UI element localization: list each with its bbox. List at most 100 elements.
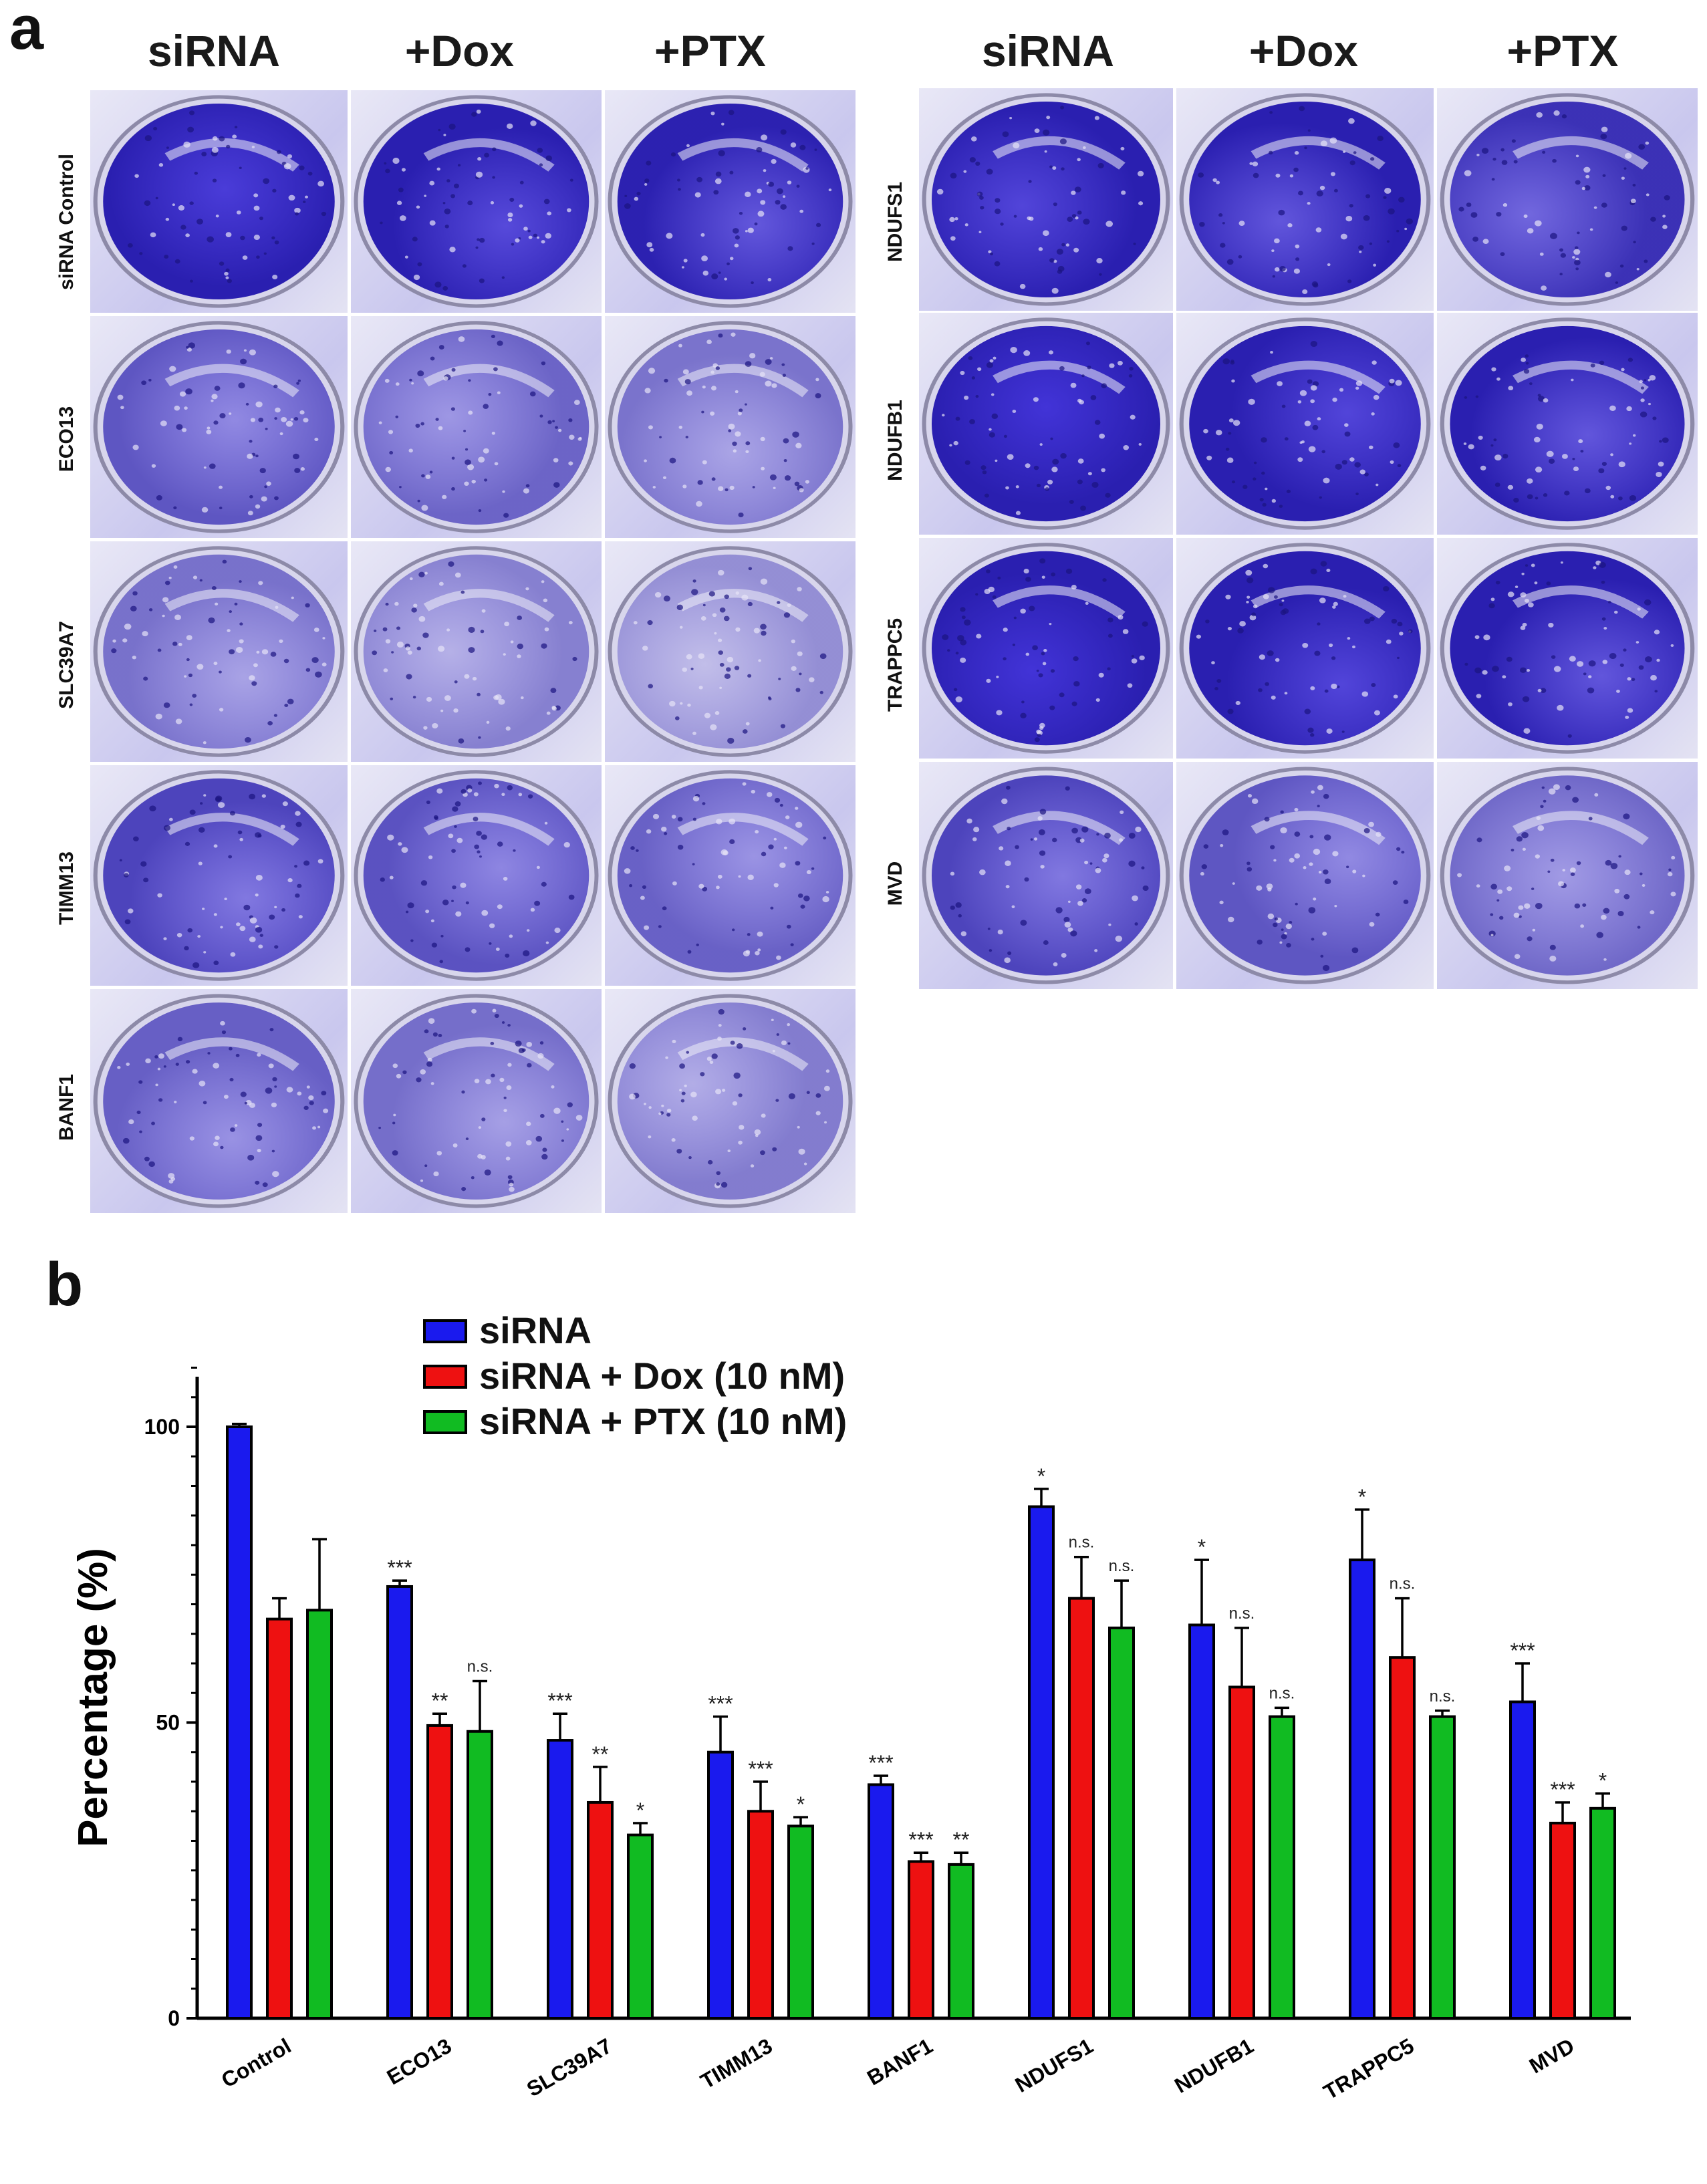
well-image [351,765,602,986]
well-image [1176,88,1434,311]
well-image [919,88,1173,311]
significance-label: *** [708,1692,733,1716]
well-image [605,541,856,762]
left-col-header-ptx: +PTX [654,26,766,76]
y-tick-label: 50 [156,1711,180,1735]
x-tick-label: Control [217,2034,295,2092]
x-tick-label: BANF1 [863,2034,936,2090]
significance-label: *** [547,1689,572,1713]
legend-entry: siRNA + PTX (10 nM) [479,1400,847,1442]
well-image [1176,313,1434,535]
significance-label: * [797,1792,805,1816]
row-label-eco13: ECO13 [55,406,78,472]
bar [587,1800,614,2020]
bar [1269,1715,1295,2020]
bar [1068,1597,1095,2020]
x-tick-label: MVD [1525,2034,1579,2078]
significance-label: *** [1550,1778,1575,1802]
y-axis-label: Percentage (%) [70,1548,116,1847]
well-image [919,538,1173,759]
significance-label: n.s. [1069,1534,1095,1552]
significance-label: n.s. [1430,1687,1456,1705]
x-tick-label: SLC39A7 [523,2034,616,2101]
bar [1589,1806,1616,2020]
well-image [1437,313,1698,535]
well-image [1437,538,1698,759]
well-image [605,90,856,313]
well-image [351,90,602,313]
well-image [605,765,856,986]
bar [1349,1558,1375,2020]
bar [868,1783,894,2020]
significance-label: n.s. [467,1658,493,1676]
well-image [919,762,1173,989]
legend-swatch [423,1365,467,1389]
bar [627,1833,654,2020]
legend-swatch [423,1319,467,1343]
significance-label: * [1358,1485,1366,1509]
row-label-ndufb1: NDUFB1 [884,400,906,481]
row-label-banf1: BANF1 [55,1074,78,1141]
x-tick-label: NDUFS1 [1011,2034,1097,2097]
well-image [605,989,856,1213]
x-tick-label: NDUFB1 [1170,2034,1257,2098]
significance-label: * [636,1798,644,1822]
bar [306,1609,333,2020]
significance-label: * [1198,1535,1206,1559]
significance-label: * [1037,1464,1045,1488]
row-label-timm13: TIMM13 [55,851,78,926]
significance-label: *** [387,1556,412,1580]
well-image [90,765,348,986]
bar [707,1750,734,2020]
row-label-mvd: MVD [884,861,906,906]
x-tick-label: TRAPPC5 [1319,2034,1418,2104]
significance-label: ** [592,1742,609,1766]
legend-swatch [423,1410,467,1434]
bar [467,1730,493,2020]
bar [747,1810,774,2020]
significance-label: *** [748,1757,773,1781]
well-image [605,316,856,538]
bar [1389,1656,1416,2020]
bar [948,1863,974,2020]
well-image [1437,762,1698,989]
bar [426,1724,453,2020]
left-column-headers: siRNA +Dox +PTX [90,25,839,76]
bar [1108,1626,1135,2020]
x-tick-label: TIMM13 [696,2034,777,2094]
bar [1509,1700,1536,2020]
well-image [90,90,348,313]
y-tick-label: 0 [168,2006,180,2030]
legend-entry: siRNA [479,1309,592,1351]
panel-a-label: a [9,0,44,62]
bar [908,1860,934,2020]
well-image [1176,762,1434,989]
well-image [90,316,348,538]
well-image [919,313,1173,535]
significance-label: ** [953,1828,970,1852]
right-col-header-sirna: siRNA [981,26,1115,76]
significance-label: n.s. [1229,1605,1255,1623]
well-image [351,989,602,1213]
legend-entry: siRNA + Dox (10 nM) [479,1355,845,1397]
row-label-slc39a7: SLC39A7 [55,621,78,709]
significance-label: *** [908,1828,933,1852]
left-col-header-dox: +Dox [404,26,515,76]
y-tick-label: 100 [144,1415,180,1439]
significance-label: ** [432,1689,448,1713]
row-label-ndufs1: NDUFS1 [884,182,906,263]
panel-b-label: b [45,1250,84,1319]
well-image [1176,538,1434,759]
left-col-header-sirna: siRNA [147,26,281,76]
well-image [351,541,602,762]
x-tick-label: ECO13 [383,2034,456,2090]
bar [1549,1821,1576,2020]
significance-label: *** [1510,1639,1535,1663]
right-col-header-dox: +Dox [1249,26,1359,76]
significance-label: *** [868,1751,893,1775]
significance-label: n.s. [1390,1575,1416,1593]
significance-label: * [1599,1769,1607,1793]
significance-label: n.s. [1109,1557,1135,1575]
row-label-sirna-control: siRNA Control [55,154,78,290]
